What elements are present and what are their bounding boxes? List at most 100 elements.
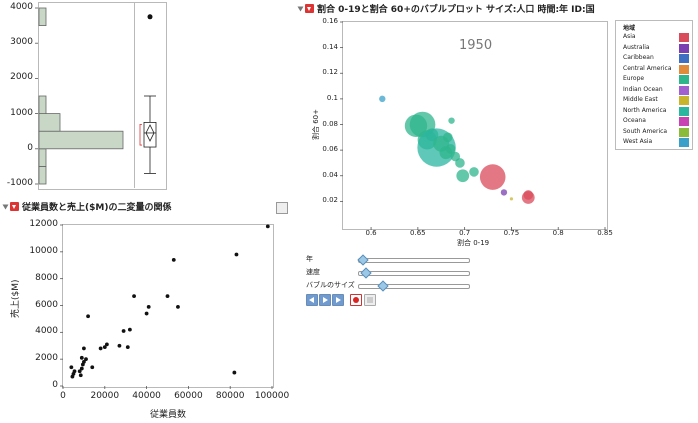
bubble — [448, 117, 455, 124]
scatter-point — [232, 370, 237, 375]
scatter-point — [98, 346, 103, 351]
year-slider-thumb[interactable] — [357, 254, 369, 266]
legend-item-label[interactable]: Europe — [623, 75, 645, 82]
histogram-bar — [38, 95, 47, 115]
scatter-y-tick: 8000 — [35, 272, 58, 283]
scatter-chart — [60, 224, 273, 389]
bubble-y-label: 割合 60+ — [312, 109, 320, 140]
bubble — [379, 95, 386, 103]
legend-item-label[interactable]: Asia — [623, 33, 636, 40]
stop-icon — [353, 297, 359, 303]
legend-item-label[interactable]: North America — [623, 106, 667, 114]
scatter-point — [265, 224, 270, 229]
bubble-size-slider-label: バブルのサイズ — [306, 281, 355, 289]
scatter-point — [86, 314, 90, 319]
scatter-y-tick: 10000 — [29, 245, 58, 256]
scatter-point — [132, 294, 136, 299]
histogram-y-tick: 3000 — [10, 37, 33, 48]
histogram-bar — [38, 130, 124, 150]
legend-item-label[interactable]: West Asia — [623, 138, 653, 145]
legend-color-swatch — [679, 85, 689, 95]
bubble-y-tick: 0.04 — [322, 170, 338, 179]
legend-item-label[interactable]: South America — [623, 127, 668, 135]
legend-color-swatch — [679, 96, 689, 105]
red-triangle-menu-icon[interactable] — [305, 4, 314, 13]
scatter-y-tick: 4000 — [35, 326, 58, 337]
speed-slider-thumb[interactable] — [360, 267, 372, 279]
bubble-x-label: 割合 0-19 — [457, 239, 490, 247]
bubble — [509, 197, 514, 201]
histogram-y-tick: 4000 — [10, 2, 33, 12]
play-icon — [323, 297, 328, 303]
box-quartile-box — [143, 122, 157, 148]
legend-item-label[interactable]: Caribbean — [623, 54, 654, 61]
histogram-y-tick: 0 — [27, 142, 33, 153]
bubble-panel-header: 割合 0-19と割合 60+のバブルプロット サイズ:人口 時間:年 ID:国 — [297, 2, 692, 15]
step-forward-icon — [336, 297, 341, 303]
scatter-point — [79, 366, 84, 371]
bubble — [523, 190, 534, 200]
scatter-point — [77, 369, 82, 374]
bubble — [443, 132, 453, 143]
scatter-point — [165, 294, 170, 299]
bubble-x-tick: 0.85 — [597, 229, 613, 237]
scatter-point — [127, 327, 132, 332]
box-outlier-point — [147, 14, 153, 20]
scatter-point — [104, 342, 109, 347]
speed-slider-label: 速度 — [306, 268, 320, 276]
scatter-point — [121, 329, 126, 333]
settings-button[interactable] — [364, 294, 376, 306]
bubble-x-tick: 0.6 — [365, 229, 377, 237]
scatter-x-tick: 60000 — [174, 391, 203, 401]
scatter-y-label: 売上($M) — [11, 279, 21, 318]
legend-item-label[interactable]: Central America — [623, 64, 672, 72]
histogram-y-tick: -1000 — [6, 178, 33, 188]
legend-item-label[interactable]: Middle East — [623, 96, 658, 103]
box-shortest-half-bracket — [139, 124, 142, 146]
bubble-year-label: 1950 — [459, 38, 493, 53]
scatter-panel-header: 従業員数と売上($M)の二変量の関係 — [0, 200, 290, 213]
scatter-point — [79, 355, 84, 360]
step-back-icon — [309, 297, 314, 303]
step-back-button[interactable] — [306, 294, 318, 306]
histogram-bar — [38, 113, 61, 132]
play-button[interactable] — [319, 294, 331, 306]
bubble-size-slider-thumb[interactable] — [377, 280, 389, 292]
bubble-x-tick: 0.65 — [410, 229, 426, 237]
year-slider[interactable] — [357, 254, 470, 266]
legend-title: 地域 — [623, 25, 636, 32]
stop-button[interactable] — [350, 294, 362, 306]
step-forward-button[interactable] — [332, 294, 344, 306]
scatter-y-tick: 2000 — [35, 353, 58, 364]
scatter-point — [171, 257, 176, 262]
red-triangle-menu-icon[interactable] — [10, 202, 19, 211]
legend-item-label[interactable]: Oceana — [623, 117, 646, 124]
scatter-y-tick: 0 — [52, 380, 58, 390]
year-slider-label: 年 — [306, 255, 313, 263]
scatter-panel-title: 従業員数と売上($M)の二変量の関係 — [22, 203, 172, 213]
histogram-y-tick: 1000 — [10, 107, 33, 118]
legend-color-swatch — [679, 43, 689, 53]
bubble-x-tick: 0.8 — [552, 229, 564, 237]
speed-slider[interactable] — [358, 267, 470, 279]
scatter-point — [146, 304, 151, 309]
bubble-y-tick: 0.1 — [326, 93, 338, 102]
bubble-size-slider[interactable] — [358, 280, 470, 292]
bubble-x-tick: 0.7 — [459, 229, 471, 237]
legend-color-swatch — [679, 106, 689, 116]
legend-item-label[interactable]: Indian Ocean — [623, 85, 663, 93]
panel-options-icon[interactable] — [276, 202, 288, 214]
scatter-x-tick: 80000 — [215, 391, 245, 401]
scatter-point — [102, 345, 107, 349]
bubble — [469, 167, 479, 177]
scatter-point — [69, 365, 74, 370]
legend-color-swatch — [679, 75, 689, 84]
bubble-y-tick: 0.08 — [322, 119, 338, 128]
legend-item-label[interactable]: Australia — [623, 43, 650, 51]
bubble-panel-title: 割合 0-19と割合 60+のバブルプロット サイズ:人口 時間:年 ID:国 — [317, 5, 595, 15]
settings-icon — [367, 297, 373, 303]
histogram-chart — [35, 7, 157, 185]
scatter-plot-frame — [62, 224, 274, 388]
histogram-y-tick: 2000 — [10, 72, 33, 83]
scatter-point — [84, 357, 88, 362]
